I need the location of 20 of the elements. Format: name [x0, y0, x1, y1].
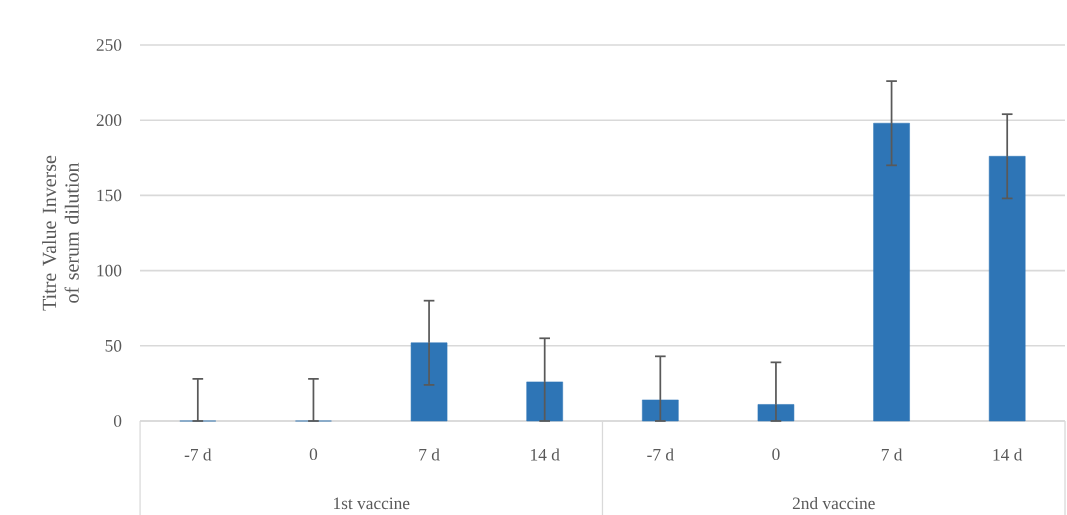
- y-tick-label: 50: [105, 339, 122, 352]
- y-tick-label: 250: [96, 39, 122, 51]
- x-tick-label: 14 d: [993, 448, 1023, 461]
- text: 2nd vaccine: [792, 496, 875, 510]
- y-tick-label: 200: [96, 114, 122, 127]
- bar: [988, 156, 1026, 422]
- y-tick-label: 150: [97, 189, 122, 202]
- text: 1st vaccine: [334, 497, 410, 510]
- y-axis-title: Titre Value Inverse of serum dilution: [42, 155, 79, 311]
- x-tick-label: 7 d: [881, 448, 903, 461]
- bar: [757, 404, 795, 422]
- x-tick-label: -7 d: [647, 448, 674, 461]
- x-tick-label: -7 d: [184, 448, 212, 461]
- x-tick-label: 0: [772, 448, 780, 461]
- x-tick-label: 0: [309, 448, 318, 461]
- x-tick-label: 14 d: [531, 448, 560, 461]
- x-tick-label: 7 d: [419, 448, 440, 461]
- y-tick-label: 0: [113, 415, 122, 427]
- bar: [873, 122, 910, 422]
- y-tick-label: 100: [97, 264, 122, 277]
